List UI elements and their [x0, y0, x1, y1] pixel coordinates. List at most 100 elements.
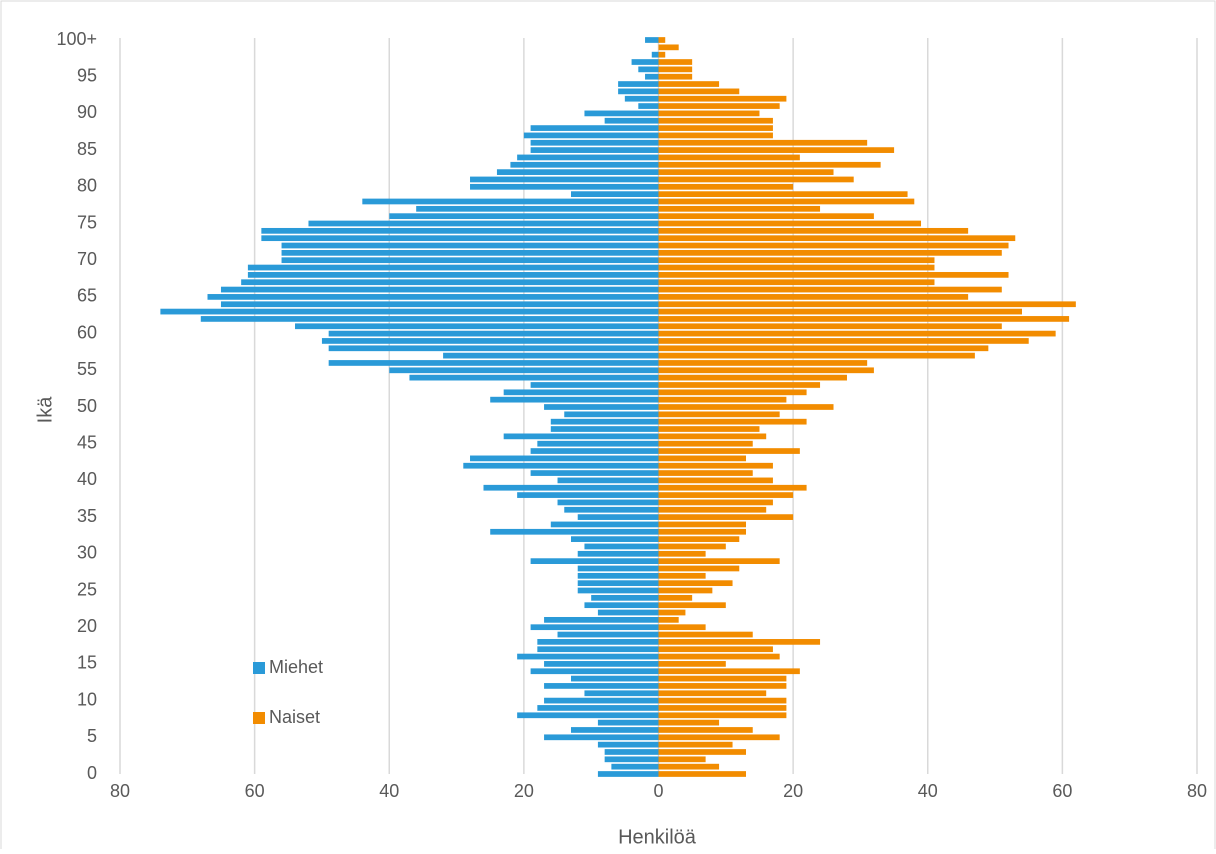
bar — [496, 169, 659, 175]
bar — [658, 404, 834, 410]
bar — [658, 661, 726, 667]
bar — [584, 110, 659, 117]
legend-swatch — [253, 662, 265, 674]
bar — [658, 609, 686, 616]
x-tick-label: 60 — [1052, 781, 1072, 801]
y-tick-label: 0 — [87, 763, 97, 783]
bar — [658, 565, 740, 572]
bar — [530, 147, 659, 153]
bar — [658, 440, 753, 447]
bar — [658, 139, 868, 146]
bar — [470, 176, 659, 183]
bar — [597, 719, 659, 726]
bar — [658, 756, 706, 763]
bar — [658, 389, 807, 396]
bar — [658, 741, 733, 748]
y-tick-label: 35 — [77, 506, 97, 526]
bar — [544, 616, 659, 623]
y-tick-label: 5 — [87, 726, 97, 746]
bar — [658, 426, 760, 432]
bar — [530, 139, 659, 146]
bar — [658, 257, 935, 264]
bar — [362, 198, 659, 205]
bar — [544, 404, 659, 410]
bar — [544, 697, 659, 704]
bar — [517, 154, 659, 161]
bar — [281, 242, 659, 249]
bar — [658, 675, 787, 682]
bar — [658, 125, 773, 131]
bar — [658, 352, 975, 359]
bar — [658, 646, 773, 653]
bar — [658, 418, 807, 425]
bar — [658, 550, 706, 557]
bar — [658, 161, 881, 168]
bar — [570, 675, 659, 682]
y-tick-label: 40 — [77, 469, 97, 489]
bar — [658, 411, 780, 418]
bar — [658, 103, 780, 109]
legend-label: Miehet — [269, 657, 323, 677]
bar — [658, 117, 773, 124]
bar — [247, 272, 659, 278]
bar — [537, 639, 659, 645]
bar — [658, 506, 767, 513]
bar — [658, 191, 908, 198]
bar — [490, 528, 659, 535]
bar — [470, 183, 659, 190]
bar — [658, 528, 747, 535]
bar — [658, 59, 693, 65]
bar — [517, 492, 659, 498]
y-tick-label: 80 — [77, 176, 97, 196]
bar — [658, 594, 693, 601]
bar — [241, 279, 659, 286]
bar — [658, 205, 821, 212]
x-tick-label: 40 — [918, 781, 938, 801]
bar — [618, 88, 659, 95]
bar — [658, 462, 773, 469]
y-tick-label: 100+ — [56, 29, 97, 49]
bar — [510, 161, 659, 168]
bar — [658, 294, 969, 300]
bar — [328, 360, 659, 366]
bar — [658, 763, 720, 770]
bar — [261, 227, 659, 234]
bar — [577, 565, 659, 572]
bar — [328, 330, 659, 337]
bar — [523, 132, 659, 139]
bar — [658, 51, 666, 58]
bar — [658, 279, 935, 286]
bar — [584, 543, 659, 550]
bar — [658, 154, 800, 161]
bar — [247, 264, 659, 271]
bar — [658, 323, 1002, 330]
bar — [564, 411, 659, 418]
bar — [597, 609, 659, 616]
legend-swatch — [253, 712, 265, 724]
bar — [295, 323, 659, 330]
bar — [658, 396, 787, 403]
bar — [658, 301, 1076, 308]
y-tick-label: 50 — [77, 396, 97, 416]
bar — [658, 198, 915, 205]
bar — [597, 771, 659, 777]
bar — [658, 367, 874, 374]
bar — [658, 616, 679, 623]
y-tick-label: 10 — [77, 689, 97, 709]
bar — [658, 484, 807, 491]
bar — [645, 73, 659, 80]
y-tick-label: 75 — [77, 212, 97, 232]
bar — [220, 301, 659, 308]
bar — [658, 338, 1029, 344]
bar — [658, 272, 1009, 278]
bar — [321, 338, 659, 344]
bar — [564, 506, 659, 513]
bar — [658, 374, 847, 381]
bar — [530, 470, 659, 476]
x-tick-label: 20 — [783, 781, 803, 801]
bar — [658, 624, 706, 631]
bar — [389, 213, 659, 220]
y-tick-label: 60 — [77, 322, 97, 342]
